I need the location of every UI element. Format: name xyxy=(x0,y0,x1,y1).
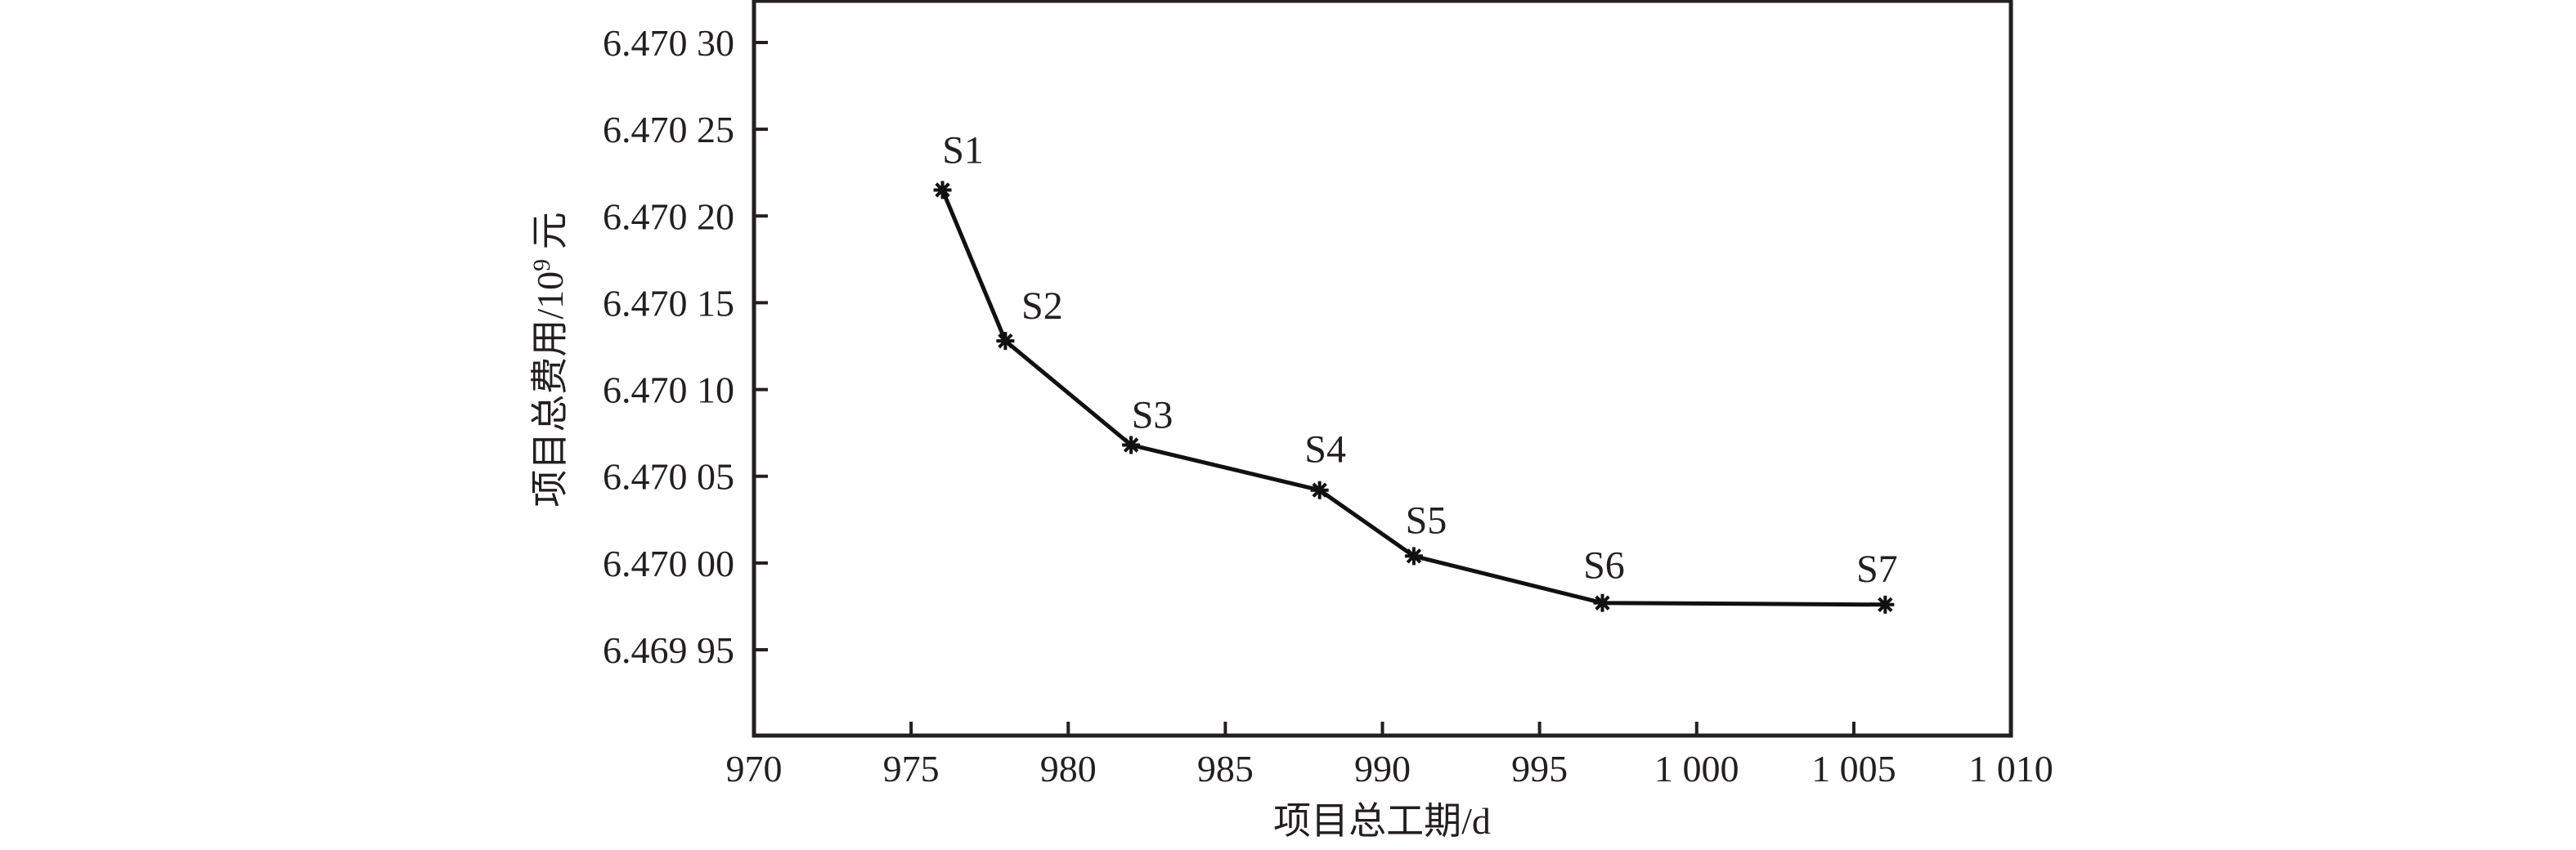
y-tick-label: 6.470 05 xyxy=(603,456,734,498)
y-axis-title-text: 项目总费用/10 xyxy=(529,271,571,508)
x-tick-label: 980 xyxy=(1040,748,1097,790)
point-label-s3: S3 xyxy=(1132,394,1174,437)
y-axis-ticks: 6.469 95 6.470 00 6.470 05 6.470 10 6.470 15… xyxy=(603,22,768,671)
y-tick-label: 6.469 95 xyxy=(603,629,734,671)
x-tick-label: 995 xyxy=(1511,748,1568,790)
asterisk-marker-icon xyxy=(933,181,952,199)
point-label-s4: S4 xyxy=(1304,428,1346,472)
y-axis-title-exponent: 9 xyxy=(528,259,555,271)
x-tick-label: 1 000 xyxy=(1654,748,1739,790)
x-tick-label: 1 010 xyxy=(1968,748,2053,790)
asterisk-marker-icon xyxy=(996,332,1015,351)
point-label-s2: S2 xyxy=(1021,284,1063,328)
asterisk-marker-icon xyxy=(1876,595,1895,614)
x-axis-title: 项目总工期/d xyxy=(1273,800,1491,842)
asterisk-marker-icon xyxy=(1310,481,1329,499)
point-label-s5: S5 xyxy=(1406,499,1447,542)
x-tick-label: 975 xyxy=(883,748,940,790)
asterisk-marker-icon xyxy=(1404,547,1423,566)
point-labels: S1 S2 S3 S4 S5 S6 S7 xyxy=(942,128,1897,590)
x-tick-label: 990 xyxy=(1354,748,1411,790)
y-tick-label: 6.470 00 xyxy=(603,543,734,584)
x-tick-label: 985 xyxy=(1197,748,1254,790)
y-tick-label: 6.470 10 xyxy=(603,369,734,411)
point-label-s1: S1 xyxy=(942,128,984,172)
y-axis-title-unit: 元 xyxy=(529,212,571,259)
y-tick-label: 6.470 15 xyxy=(603,282,734,324)
x-axis-ticks: 970 975 980 985 990 995 1 000 1 005 1 010 xyxy=(726,722,2053,790)
y-tick-label: 6.470 20 xyxy=(603,195,734,237)
y-tick-label: 6.470 30 xyxy=(603,22,734,64)
x-tick-label: 970 xyxy=(726,748,783,790)
asterisk-marker-icon xyxy=(1122,436,1141,454)
x-tick-label: 1 005 xyxy=(1811,748,1896,790)
data-points xyxy=(933,181,1895,614)
y-axis-title: 项目总费用/109 元 xyxy=(528,212,572,507)
plot-area-frame xyxy=(752,0,2013,738)
point-label-s7: S7 xyxy=(1856,548,1898,591)
asterisk-marker-icon xyxy=(1593,593,1612,612)
y-tick-label: 6.470 25 xyxy=(603,109,734,150)
point-label-s6: S6 xyxy=(1583,544,1625,588)
